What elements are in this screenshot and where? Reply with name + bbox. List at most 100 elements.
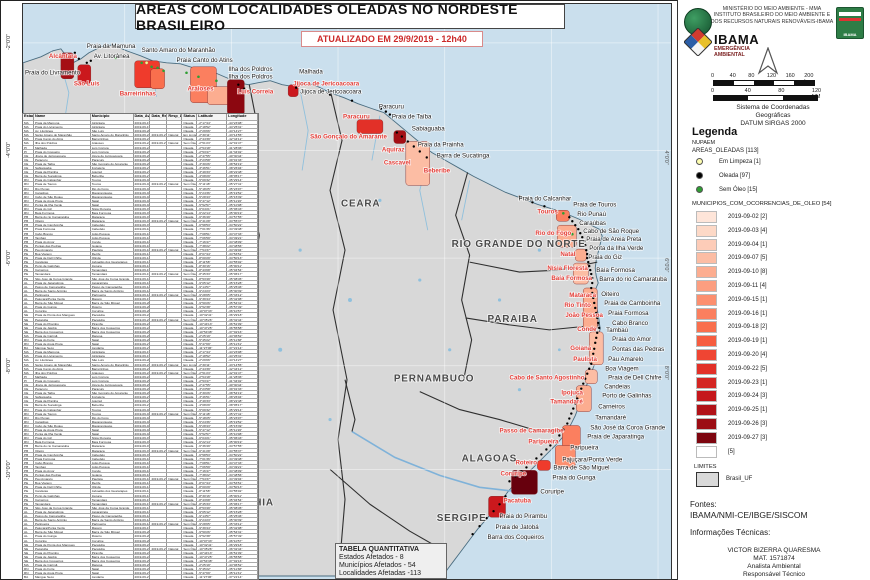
table-row: RN Caraúbas Maxaranguape 2019-09-03 Oleada -5…	[23, 190, 258, 195]
table-row: MA Ilha dos Poldros Araioses 2019-09-24 2019…	[23, 141, 258, 146]
table-row: CE Praia da Prainha Aquiraz 2019-09-27 Olead…	[23, 399, 258, 404]
table-cell: Pajuçara/Ponta Verde	[33, 526, 91, 531]
table-cell: PE	[23, 256, 34, 261]
table-row: SE Barra dos Coqueiros Barra dos Coqueiros…	[23, 329, 258, 334]
municipality-polygon	[393, 130, 407, 144]
table-cell: -5°52'57”	[197, 202, 228, 207]
table-cell: Oleada	[182, 366, 198, 371]
table-cell: Oleada	[182, 256, 198, 261]
oleada-point	[596, 331, 599, 335]
legend-date-label: 2019-09-10 [8]	[728, 269, 768, 276]
scale-segment	[748, 96, 783, 100]
table-cell: -39°01'33”	[227, 157, 258, 162]
table-cell: -7°08'51”	[197, 231, 228, 236]
table-cell: 2019-09-03	[133, 428, 151, 433]
table-cell	[167, 514, 183, 519]
table-cell: Santo Amaro do Maranhão	[33, 133, 91, 138]
table-cell: MA	[23, 141, 34, 146]
table-cell: Oleada	[182, 485, 198, 490]
table-cell: Sem Óleo	[182, 477, 198, 482]
table-cell	[167, 419, 183, 424]
table-cell: Oleada	[182, 391, 198, 396]
table-cell: -8°30'16”	[197, 264, 228, 269]
table-cell	[167, 415, 183, 420]
legend-date-row: 2019-09-03 [4]	[696, 224, 767, 237]
table-cell: Cabo Branco	[33, 460, 91, 465]
oleada-point	[592, 352, 595, 355]
table-cell	[150, 383, 168, 388]
table-cell: 2019-09-20	[133, 129, 151, 134]
table-cell: Cabedelo	[90, 227, 134, 232]
table-cell: 2019-09-27	[150, 477, 168, 482]
table-cell: Carneiros	[33, 497, 91, 502]
table-cell: Conde	[90, 239, 134, 244]
table-cell	[167, 395, 183, 400]
legend-date-label: 2019-09-07 [5]	[728, 255, 768, 262]
municipality-label: Touros	[537, 208, 558, 215]
table-cell: PE	[23, 276, 34, 281]
table-cell: -5°09'32”	[197, 178, 228, 183]
table-cell: PI	[23, 149, 34, 154]
table-cell: PE	[23, 264, 34, 269]
table-cell	[167, 440, 183, 445]
oleada-point	[478, 524, 481, 528]
oleada-point	[578, 392, 581, 395]
table-cell: PE	[23, 268, 34, 273]
table-row: RN Praia de Areia Preta Natal 2019-09-03 Ole…	[23, 198, 258, 203]
table-cell: -35°11'26”	[227, 198, 258, 203]
table-cell: Roteiro	[90, 305, 134, 310]
locality-label: Sabiaguaba	[412, 126, 445, 133]
table-row: RN Praia de Areia Preta Natal 2019-09-27 Ole…	[23, 342, 258, 347]
table-cell	[150, 440, 168, 445]
table-cell	[150, 174, 168, 179]
table-cell: 2019-09-26	[133, 337, 151, 343]
table-row: PE São José da Coroa Grande São José da Co…	[23, 505, 258, 510]
table-cell: Ipojuca	[90, 264, 134, 269]
table-cell: Oleada	[182, 174, 198, 179]
oleada-point	[558, 434, 561, 437]
table-cell: 2019-09-03	[133, 419, 151, 424]
table-cell: -35°04'54”	[227, 268, 258, 273]
table-cell: Cabo Branco	[33, 231, 91, 236]
table-cell: -34°49'21”	[227, 464, 258, 469]
legend-date-swatch	[696, 390, 717, 403]
table-cell: -35°23'07”	[227, 186, 258, 191]
table-cell: SE	[23, 559, 34, 564]
table-cell: Natural	[167, 448, 183, 453]
table-cell	[150, 215, 168, 220]
table-cell: Praia de Carimã	[33, 333, 91, 338]
table-cell: PE	[23, 493, 34, 498]
summary-line-states: Estados Afetados - 8	[339, 554, 404, 561]
table-cell: Praia de Dell Chifre	[33, 485, 91, 490]
table-row: PB Tambaú João Pessoa 2019-09-10 Oleada -7°06…	[23, 464, 258, 469]
table-cell: 2019-09-11	[133, 256, 151, 261]
table-cell: Natural	[167, 182, 183, 187]
table-cell: -43°14'55”	[227, 362, 258, 367]
table-row: AL Passo de Camaragibe Passo de Camaragibe…	[23, 514, 258, 519]
table-cell: RN	[23, 419, 34, 424]
table-row: RN Baía Formosa Baía Formosa 2019-09-07 Olea…	[23, 211, 258, 216]
table-cell: Recife	[90, 252, 134, 257]
table-row: PI Malhada Luís Correia 2019-09-24 Oleada -2°…	[23, 374, 258, 379]
oleada-point	[554, 209, 557, 212]
municipality-label: Passo de Camaragibe	[500, 428, 565, 435]
table-row: AL Passo de Camaragibe Passo de Camaragibe…	[23, 284, 258, 289]
table-cell: -34°50'22”	[227, 223, 258, 228]
locality-label: Praia de Camboinha	[604, 300, 661, 307]
table-cell: 2019-09-25	[133, 329, 151, 334]
table-cell: -35°57'49”	[227, 534, 258, 539]
table-cell: 2019-09-20	[133, 530, 151, 535]
table-cell	[167, 497, 183, 502]
table-cell: 2019-09-10	[133, 235, 151, 240]
table-cell: Luís Correia	[90, 374, 134, 379]
table-cell: 2019-09-19	[133, 121, 151, 126]
table-cell: Natal	[90, 198, 134, 203]
table-cell: Oleada	[182, 313, 198, 318]
table-cell: Goiana	[90, 473, 134, 478]
oleada-point	[586, 372, 589, 375]
table-cell: -11°27'06”	[197, 575, 228, 579]
table-cell: -35°33'12”	[227, 292, 258, 298]
table-cell: Olinda	[90, 256, 134, 261]
table-cell	[167, 509, 183, 514]
table-cell: Barra dos Coqueiros	[90, 329, 134, 334]
